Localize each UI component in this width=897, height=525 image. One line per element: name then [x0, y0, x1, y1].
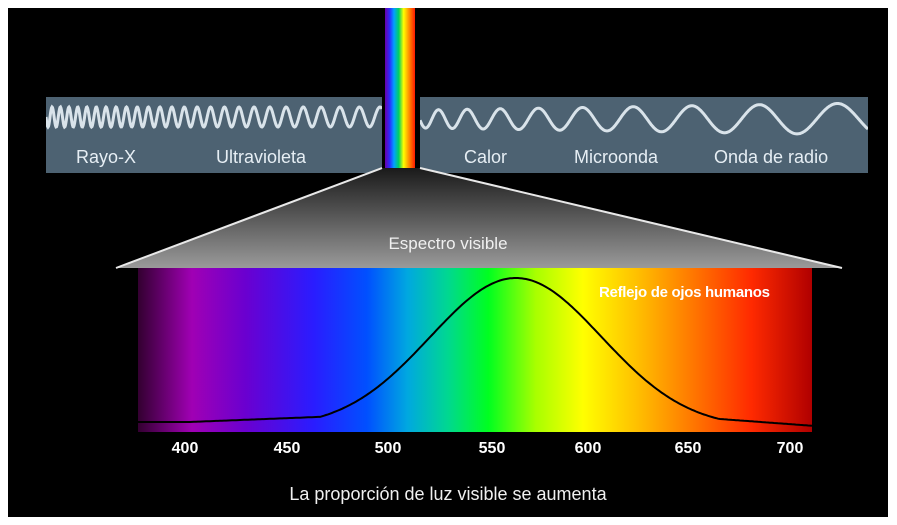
heat-label: Calor — [464, 147, 508, 167]
tick-550: 550 — [478, 440, 506, 457]
tick-500: 500 — [374, 440, 402, 457]
zoom-projection — [115, 167, 843, 269]
light-beam — [385, 8, 415, 173]
tick-650: 650 — [674, 440, 702, 457]
long-wave-band: Calor Microonda Onda de radio — [420, 97, 868, 173]
long-wave-line — [420, 102, 868, 136]
sensitivity-curve-plot — [138, 277, 812, 427]
ultraviolet-label: Ultravioleta — [216, 147, 307, 167]
visible-spectrum-bar — [138, 268, 812, 432]
short-wave-line — [46, 104, 382, 130]
microwave-label: Microonda — [574, 147, 659, 167]
radio-wave-label: Onda de radio — [714, 147, 829, 167]
xray-label: Rayo-X — [76, 147, 137, 167]
long-wave-icon — [420, 102, 868, 136]
eye-sensitivity-curve — [138, 277, 812, 427]
visible-spectrum-title: Espectro visible — [388, 234, 508, 253]
projection-edge-left — [115, 167, 383, 269]
short-wave-icon — [46, 104, 382, 130]
tick-400: 400 — [171, 440, 199, 457]
projection-wedge — [116, 168, 842, 268]
figure-canvas: Rayo-X Ultravioleta Calor Microonda Onda… — [8, 8, 888, 517]
short-wave-band: Rayo-X Ultravioleta — [46, 97, 382, 173]
bottom-caption: La proporción de luz visible se aumenta — [289, 484, 607, 504]
projection-edge-right — [419, 167, 843, 269]
tick-600: 600 — [574, 440, 602, 457]
eye-response-label: Reflejo de ojos humanos — [599, 284, 770, 301]
tick-450: 450 — [273, 440, 301, 457]
tick-700: 700 — [776, 440, 804, 457]
